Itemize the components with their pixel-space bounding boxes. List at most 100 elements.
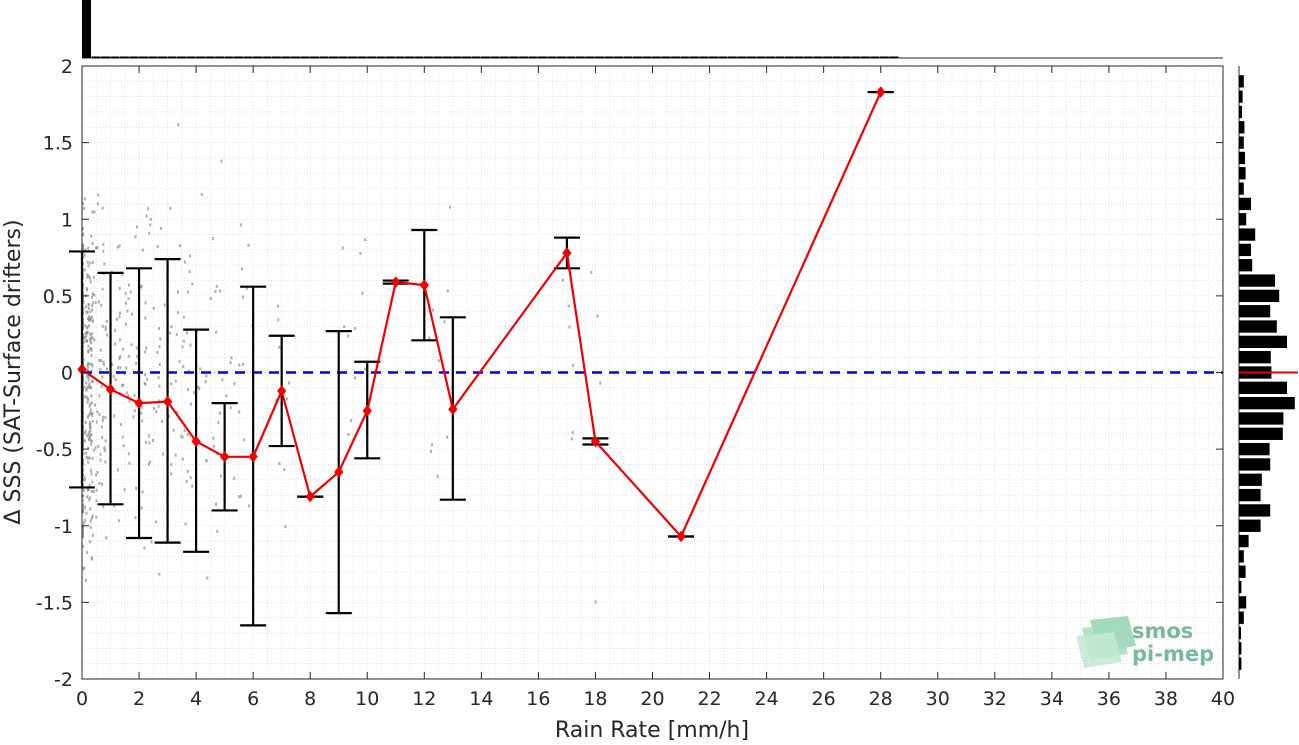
scatter-point: [123, 488, 126, 492]
scatter-point: [130, 312, 133, 316]
scatter-point: [82, 244, 84, 248]
scatter-point: [114, 328, 117, 332]
right-hist-bar: [1239, 259, 1253, 272]
scatter-point: [113, 414, 116, 418]
scatter-point: [180, 434, 183, 438]
right-hist-bar: [1239, 642, 1242, 655]
scatter-point: [215, 284, 218, 288]
scatter-point: [89, 402, 92, 406]
scatter-point: [87, 317, 90, 321]
scatter-point: [221, 378, 224, 382]
scatter-point: [86, 288, 89, 292]
scatter-point: [86, 385, 89, 389]
scatter-point: [599, 381, 602, 385]
scatter-point: [239, 494, 242, 498]
scatter-point: [278, 461, 281, 465]
scatter-point: [90, 362, 93, 366]
top-hist-bar: [452, 56, 462, 58]
top-hist-bar: [784, 56, 794, 58]
scatter-point: [147, 207, 150, 211]
scatter-point: [149, 223, 152, 227]
scatter-point: [91, 364, 94, 368]
scatter-point: [88, 382, 91, 386]
scatter-point: [91, 319, 94, 323]
scatter-point: [122, 347, 125, 351]
right-hist-bar: [1239, 504, 1271, 517]
right-hist-bar: [1239, 167, 1246, 180]
scatter-point: [124, 322, 127, 326]
x-tick-label: 12: [412, 688, 436, 710]
y-tick-label: -1.5: [36, 592, 73, 614]
scatter-point: [89, 468, 92, 472]
scatter-point: [178, 359, 181, 363]
scatter-point: [283, 467, 286, 471]
scatter-point: [87, 306, 90, 310]
right-hist-bar: [1239, 488, 1261, 502]
scatter-point: [90, 341, 93, 345]
scatter-point: [90, 354, 93, 358]
data-point-marker: [248, 450, 258, 463]
data-point-marker: [876, 86, 886, 98]
scatter-point: [175, 332, 178, 336]
top-hist-bar: [537, 56, 547, 58]
scatter-point: [205, 459, 208, 463]
scatter-point: [102, 242, 105, 246]
scatter-point: [135, 486, 138, 490]
data-point-marker: [277, 385, 287, 397]
scatter-point: [87, 460, 90, 464]
scatter-point: [144, 301, 147, 305]
scatter-point: [200, 193, 203, 197]
scatter-point: [140, 405, 143, 409]
scatter-point: [145, 214, 148, 218]
top-hist-bar: [262, 56, 272, 58]
top-hist-bar: [357, 56, 367, 58]
scatter-point: [105, 536, 108, 540]
top-hist-bar: [271, 56, 281, 58]
y-tick-label: 1: [61, 209, 73, 231]
scatter-point: [571, 431, 574, 435]
top-hist-bar: [860, 56, 870, 58]
scatter-point: [87, 413, 90, 417]
scatter-point: [238, 363, 241, 367]
top-hist-bar: [718, 56, 728, 58]
scatter-point: [83, 439, 86, 443]
top-hist-bar: [252, 56, 262, 58]
scatter-point: [118, 286, 121, 290]
scatter-point: [191, 484, 194, 488]
scatter-point: [284, 525, 287, 529]
scatter-point: [359, 251, 362, 255]
right-hist-bar: [1239, 289, 1280, 303]
scatter-point: [85, 455, 88, 459]
scatter-point: [181, 345, 184, 349]
top-hist-bar: [100, 56, 110, 58]
scatter-point: [217, 420, 220, 424]
scatter-point: [90, 234, 93, 238]
scatter-point: [87, 432, 90, 436]
scatter-point: [84, 248, 87, 252]
scatter-point: [219, 474, 222, 478]
scatter-point: [87, 264, 90, 268]
x-axis: 0 2 4 6 8 10 12 14 16 18 20 22 24 26 28 30 32 34 36 38 40: [76, 66, 1235, 710]
scatter-point: [87, 375, 90, 379]
scatter-point: [341, 246, 344, 250]
scatter-point: [276, 304, 279, 308]
top-hist-bar: [404, 56, 414, 58]
scatter-point: [160, 419, 163, 423]
scatter-point: [114, 342, 117, 346]
x-tick-label: 26: [812, 688, 836, 710]
scatter-point: [182, 339, 185, 343]
scatter-point: [133, 409, 136, 413]
scatter-point: [99, 367, 102, 371]
scatter-point: [119, 355, 122, 359]
scatter-point: [206, 576, 209, 580]
scatter-point: [90, 394, 93, 398]
scatter-point: [239, 223, 242, 227]
top-hist-bar: [309, 56, 319, 58]
scatter-point: [156, 350, 159, 354]
scatter-point: [157, 327, 160, 331]
x-tick-label: 28: [869, 688, 893, 710]
data-point-marker: [590, 435, 601, 448]
top-hist-bar: [129, 56, 139, 58]
scatter-point: [84, 505, 87, 509]
